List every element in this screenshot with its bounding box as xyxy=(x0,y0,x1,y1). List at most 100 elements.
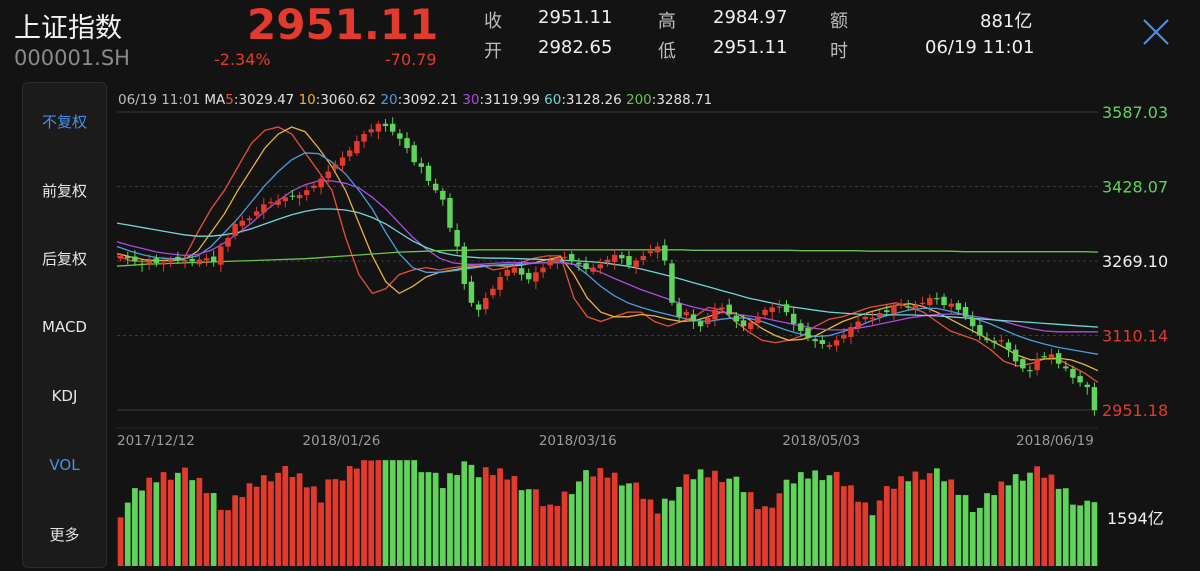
candle-body xyxy=(497,276,503,290)
volume-bar xyxy=(518,490,525,566)
volume-bar xyxy=(540,506,546,566)
candle-body xyxy=(583,263,589,270)
candle-body xyxy=(547,260,553,266)
volume-bar xyxy=(325,479,332,566)
low-label: 低 xyxy=(658,41,676,62)
volume-bar xyxy=(733,476,740,566)
index-name: 上证指数 xyxy=(14,13,122,44)
volume-bar xyxy=(461,461,468,566)
sidebar-item-vol[interactable]: VOL xyxy=(49,456,80,474)
volume-bar xyxy=(239,497,246,566)
volume-bar xyxy=(740,492,747,566)
sidebar-item-forward-adjust[interactable]: 前复权 xyxy=(41,182,87,200)
candle-body xyxy=(468,281,475,303)
candle-body xyxy=(755,316,761,324)
sidebar-item-backward-adjust[interactable]: 后复权 xyxy=(41,250,87,268)
candle-body xyxy=(862,316,869,320)
candle-body xyxy=(690,314,697,322)
candle-body xyxy=(733,315,740,322)
candle-body xyxy=(568,254,575,262)
volume-bar xyxy=(984,493,990,566)
volume-bar xyxy=(769,507,776,566)
candle-body xyxy=(697,321,704,327)
candle-body xyxy=(833,340,840,346)
candle-body xyxy=(561,256,568,259)
candle-body xyxy=(576,262,582,265)
candle-body xyxy=(941,296,947,306)
volume-bar xyxy=(561,491,568,566)
volume-bar xyxy=(783,479,790,566)
volume-bar xyxy=(439,488,446,566)
volume-bar xyxy=(389,460,396,566)
candle-body xyxy=(898,303,904,305)
volume-bar xyxy=(583,470,589,566)
close-icon[interactable] xyxy=(1140,16,1172,48)
volume-bar xyxy=(590,476,597,566)
candle-body xyxy=(805,328,811,338)
volume-bar xyxy=(683,474,690,566)
candle-body xyxy=(475,304,482,310)
volume-bar xyxy=(611,472,618,566)
volume-bar xyxy=(869,515,876,566)
volume-bar xyxy=(712,470,718,566)
ma10-line xyxy=(116,126,1099,372)
sidebar-item-more[interactable]: 更多 xyxy=(49,526,80,544)
volume-bar xyxy=(969,512,976,566)
volume-bar xyxy=(275,472,281,566)
candle-body xyxy=(740,320,747,327)
volume-bar xyxy=(253,486,260,566)
candle-body xyxy=(253,211,260,216)
volume-bar xyxy=(504,479,511,566)
candle-body xyxy=(619,254,625,259)
volume-bar xyxy=(726,478,733,566)
price-tick-label: 3269.10 xyxy=(1102,252,1168,271)
volume-bar xyxy=(840,486,847,566)
volume-bar xyxy=(1041,477,1048,566)
candle-body xyxy=(182,260,188,262)
volume-bar xyxy=(533,489,539,566)
candle-body xyxy=(1027,370,1033,372)
candle-body xyxy=(261,204,267,213)
volume-bar xyxy=(1034,466,1040,566)
candle-body xyxy=(855,321,861,328)
sidebar-item-no-adjust[interactable]: 不复权 xyxy=(41,113,87,131)
candle-body xyxy=(490,288,496,296)
legend-value: :3128.26 xyxy=(561,92,626,108)
candle-body xyxy=(590,267,596,272)
quote-header: 上证指数 000001.SH 2951.11 -2.34% -70.79 收 2… xyxy=(0,0,1200,80)
volume-bar xyxy=(225,510,231,566)
candle-body xyxy=(404,138,410,149)
candlesticks xyxy=(117,117,1098,416)
volume-bar xyxy=(1048,474,1055,566)
candle-body xyxy=(876,313,883,318)
sidebar-item-macd[interactable]: MACD xyxy=(42,318,87,336)
moving-average-lines xyxy=(116,126,1099,383)
volume-bar xyxy=(425,472,432,566)
volume-bar xyxy=(296,473,303,566)
volume-bar xyxy=(339,480,346,566)
volume-bar xyxy=(1027,472,1033,566)
volume-bar xyxy=(633,482,640,566)
candle-body xyxy=(905,306,911,308)
candle-body xyxy=(540,267,546,273)
price-axis: 3587.03 3428.07 3269.10 3110.14 2951.18 xyxy=(1102,103,1168,420)
volume-bar xyxy=(160,472,167,566)
volume-bar xyxy=(762,506,768,566)
volume-bar xyxy=(282,465,289,566)
candle-body xyxy=(125,256,131,259)
volume-bar xyxy=(311,486,317,566)
candle-body xyxy=(604,259,611,263)
sidebar-item-kdj[interactable]: KDJ xyxy=(51,387,78,405)
candle-body xyxy=(167,259,174,262)
volume-bar xyxy=(891,488,897,566)
volume-bar xyxy=(153,482,160,566)
candle-body xyxy=(425,165,432,181)
volume-bar xyxy=(432,472,439,566)
volume-bar xyxy=(704,477,711,566)
legend-date: 06/19 11:01 xyxy=(118,92,204,108)
volume-bar xyxy=(826,475,833,566)
legend-period: 5 xyxy=(225,92,234,108)
candle-body xyxy=(869,317,876,319)
volume-bar xyxy=(669,500,675,566)
